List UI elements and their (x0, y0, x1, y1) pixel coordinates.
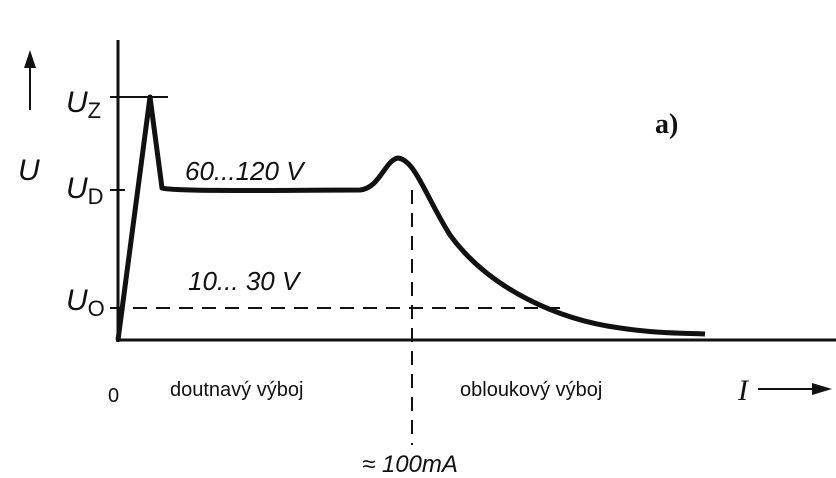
level-symbol: U (66, 86, 88, 119)
panel-label: a) (655, 109, 678, 140)
level-label: UO (66, 284, 105, 321)
level-symbol: U (66, 284, 88, 317)
origin-label: 0 (108, 385, 119, 407)
level-subscript: D (88, 184, 104, 209)
characteristic-curve (115, 94, 706, 341)
voltage-annotation: 10... 30 V (188, 266, 302, 296)
current-annotation: ≈ 100mA (362, 451, 458, 478)
voltage-annotation: 60...120 V (185, 156, 306, 186)
level-label: UD (66, 172, 104, 209)
region-label: doutnavý výboj (170, 379, 303, 401)
region-label: obloukový výboj (460, 379, 602, 401)
x-axis-label: I (737, 374, 750, 407)
level-symbol: U (66, 172, 88, 205)
level-subscript: O (88, 296, 105, 321)
level-subscript: Z (88, 98, 101, 123)
y-axis-label: U (18, 154, 40, 187)
arrow-head (812, 383, 832, 395)
arrow-head (24, 50, 36, 68)
level-label: UZ (66, 86, 101, 123)
